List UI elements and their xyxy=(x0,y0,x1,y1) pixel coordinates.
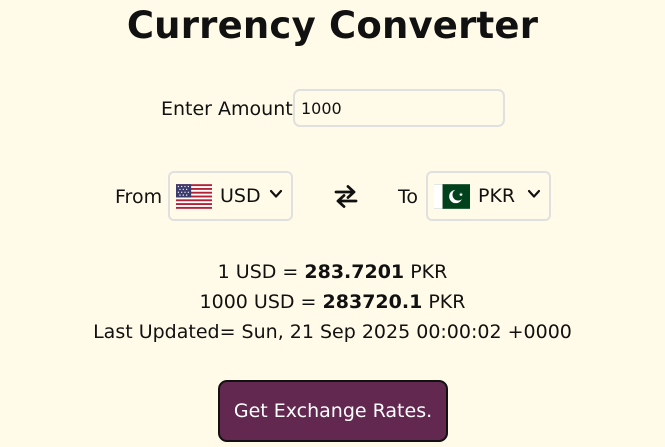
converted-amount-line: 1000 USD = 283720.1 PKR xyxy=(0,290,665,314)
get-exchange-rates-button[interactable]: Get Exchange Rates. xyxy=(218,380,448,442)
last-updated-label: Last Updated= xyxy=(93,321,242,343)
unit-rate-value: 283.7201 xyxy=(304,261,405,283)
last-updated-line: Last Updated= Sun, 21 Sep 2025 00:00:02 … xyxy=(0,320,665,344)
from-label: From xyxy=(115,186,163,208)
unit-rate-prefix: 1 USD = xyxy=(217,261,305,283)
converted-amount-suffix: PKR xyxy=(422,291,466,313)
from-currency-select[interactable]: USD xyxy=(168,171,293,221)
from-currency-code: USD xyxy=(220,185,261,207)
amount-label: Enter Amount xyxy=(161,98,293,120)
to-currency-select[interactable]: PKR xyxy=(426,171,551,221)
chevron-down-icon xyxy=(269,189,283,198)
amount-input[interactable] xyxy=(293,89,505,127)
chevron-down-icon xyxy=(527,189,541,198)
swap-arrows-icon[interactable] xyxy=(333,183,359,209)
pk-flag-icon xyxy=(434,183,470,209)
us-flag-icon xyxy=(176,183,212,209)
to-label: To xyxy=(398,186,419,208)
converted-amount-prefix: 1000 USD = xyxy=(199,291,323,313)
unit-rate-suffix: PKR xyxy=(404,261,448,283)
last-updated-value: Sun, 21 Sep 2025 00:00:02 +0000 xyxy=(241,321,572,343)
page-title: Currency Converter xyxy=(126,4,539,47)
converted-amount-value: 283720.1 xyxy=(322,291,423,313)
to-currency-code: PKR xyxy=(478,185,516,207)
unit-rate-line: 1 USD = 283.7201 PKR xyxy=(0,260,665,284)
